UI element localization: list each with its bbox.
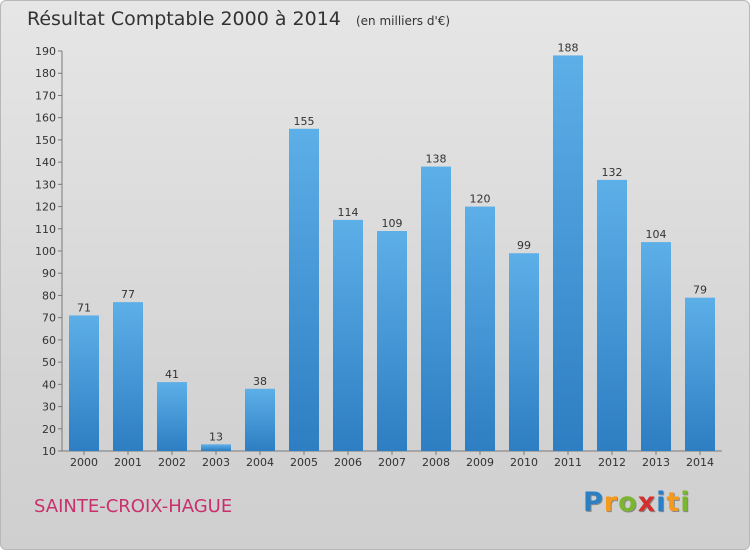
logo-letter: o [618,487,638,518]
bar[interactable] [553,55,583,451]
x-tick-label: 2013 [642,456,670,469]
data-label: 13 [209,430,223,443]
y-tick-label: 130 [35,178,56,191]
y-tick-label: 20 [42,423,56,436]
bar[interactable] [289,128,319,451]
y-tick-label: 110 [35,223,56,236]
y-tick-label: 30 [42,401,56,414]
data-label: 38 [253,375,267,388]
y-tick-label: 70 [42,312,56,325]
logo-letter: x [637,487,657,518]
x-tick-label: 2009 [466,456,494,469]
y-tick-label: 10 [42,445,56,458]
x-tick-label: 2008 [422,456,450,469]
data-label: 155 [294,115,315,128]
x-tick-label: 2004 [246,456,274,469]
bar[interactable] [685,297,715,451]
bar[interactable] [597,179,627,451]
x-tick-label: 2006 [334,456,362,469]
x-tick-label: 2014 [686,456,714,469]
x-tick-label: 2007 [378,456,406,469]
y-tick-label: 190 [35,45,56,58]
x-tick-label: 2000 [70,456,98,469]
data-label: 104 [646,228,667,241]
data-label: 99 [517,239,531,252]
y-tick-label: 50 [42,356,56,369]
y-tick-label: 140 [35,156,56,169]
bar[interactable] [641,242,671,451]
y-tick-label: 100 [35,245,56,258]
chart-title: Résultat Comptable 2000 à 2014 [27,8,341,30]
logo-letter: r [603,487,619,518]
x-tick-label: 2011 [554,456,582,469]
bar[interactable] [333,219,363,451]
y-tick-label: 90 [42,267,56,280]
y-tick-label: 160 [35,112,56,125]
bar[interactable] [69,315,99,451]
y-tick-label: 120 [35,201,56,214]
y-tick-label: 170 [35,89,56,102]
y-tick-label: 180 [35,67,56,80]
y-tick-label: 80 [42,289,56,302]
bar[interactable] [421,166,451,452]
title-row: Résultat Comptable 2000 à 2014 (en milli… [27,8,450,30]
data-label: 138 [426,153,447,166]
data-label: 188 [558,41,579,54]
bars [69,55,715,452]
bar[interactable] [201,444,231,451]
location-name: SAINTE-CROIX-HAGUE [34,496,233,517]
logo-letter: t [666,487,681,518]
data-label: 109 [382,217,403,230]
y-tick-label: 150 [35,134,56,147]
x-tick-label: 2012 [598,456,626,469]
x-tick-label: 2001 [114,456,142,469]
data-label: 132 [602,166,623,179]
x-tick-label: 2003 [202,456,230,469]
x-tick-label: 2005 [290,456,318,469]
data-labels: 71 77 41 13 38 155 114 109 138 120 99 188 132 104 79 [77,41,707,443]
bar[interactable] [465,206,495,451]
bar[interactable] [157,382,187,451]
bar[interactable] [245,388,275,451]
data-label: 114 [338,206,359,219]
proxiti-logo[interactable]: Proxiti [583,487,691,518]
bar[interactable] [509,253,539,451]
data-label: 79 [693,284,707,297]
y-tick-label: 60 [42,334,56,347]
bar[interactable] [113,302,143,451]
x-tick-label: 2010 [510,456,538,469]
y-tick-label: 40 [42,378,56,391]
logo-letter: i [656,487,667,518]
data-label: 120 [470,193,491,206]
logo-letter: i [680,487,691,518]
data-label: 41 [165,368,179,381]
chart-subtitle: (en milliers d'€) [355,14,451,28]
bar[interactable] [377,231,407,451]
x-tick-label: 2002 [158,456,186,469]
data-label: 71 [77,301,91,314]
logo-letter: P [583,487,604,518]
data-label: 77 [121,288,135,301]
